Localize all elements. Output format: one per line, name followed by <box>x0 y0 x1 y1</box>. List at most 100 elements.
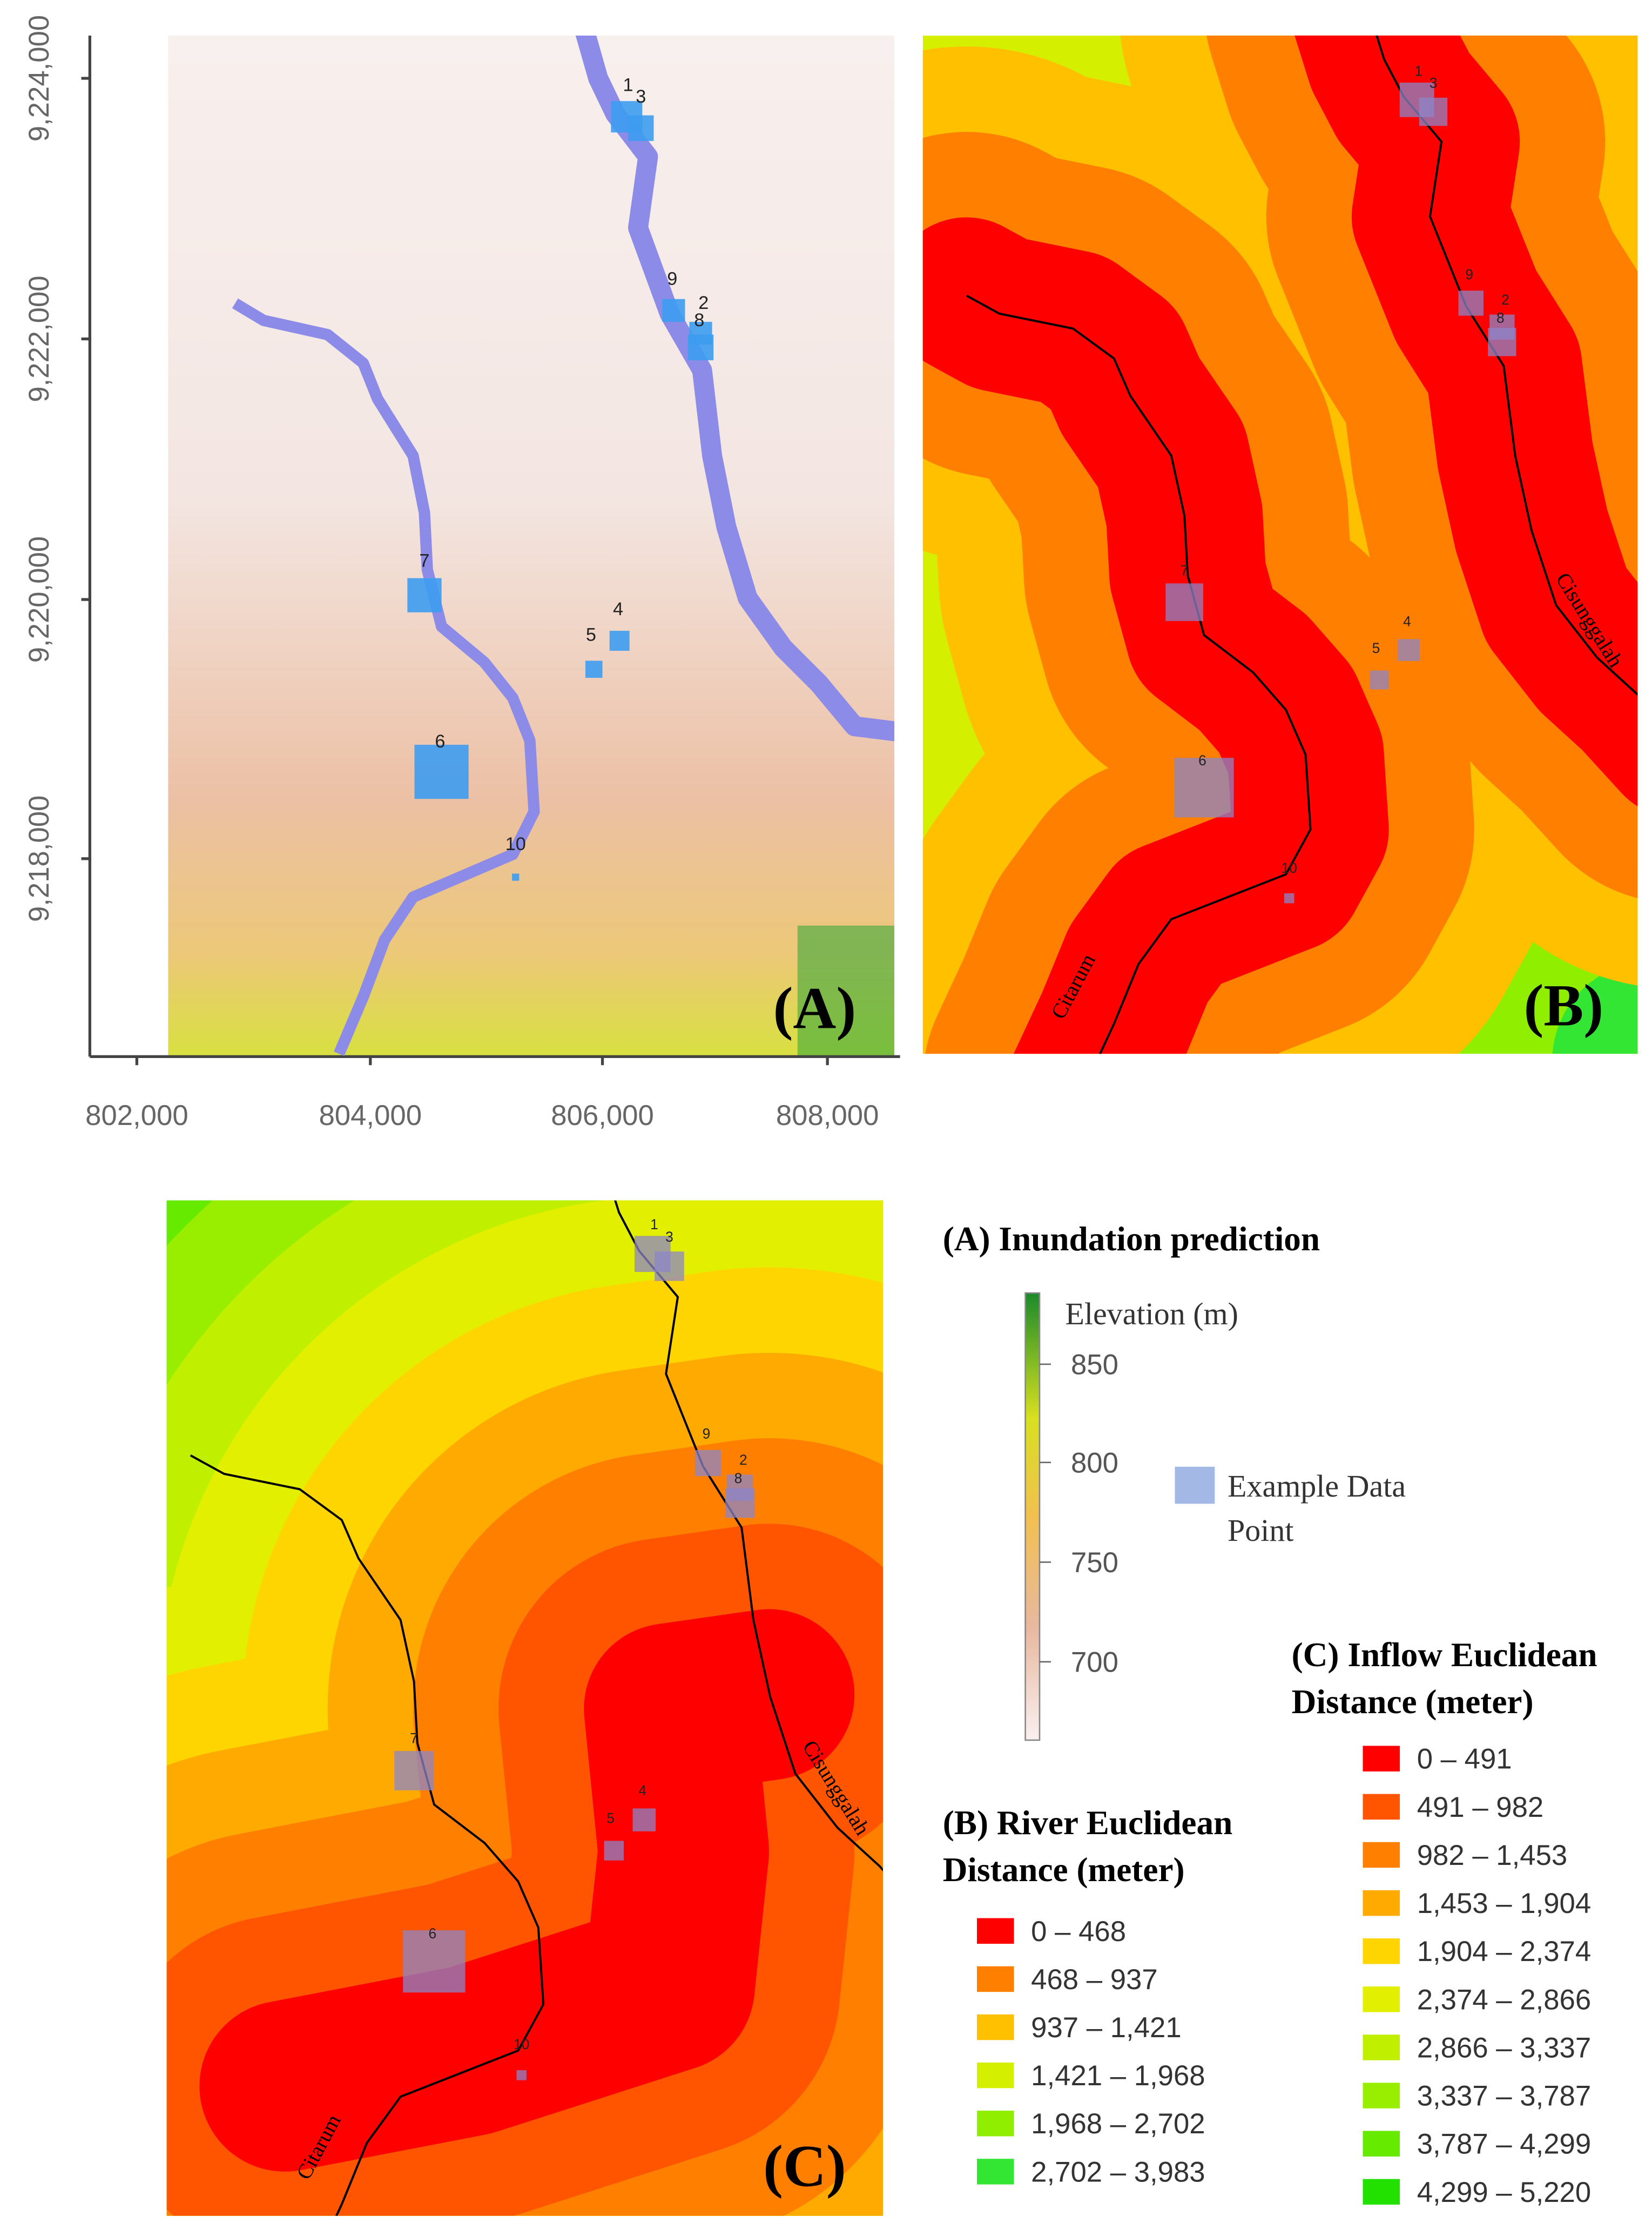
data-point <box>394 1751 434 1790</box>
point-label: 1 <box>1414 63 1422 79</box>
legend-swatch <box>1363 2179 1400 2205</box>
panel-label: (A) <box>773 975 857 1041</box>
distance-ring <box>199 1609 855 2172</box>
legend-swatch <box>976 1966 1014 1992</box>
point-label: 10 <box>505 834 526 854</box>
data-point <box>512 873 520 881</box>
point-label: 7 <box>1181 562 1189 578</box>
point-label: 2 <box>698 293 709 313</box>
point-label: 9 <box>1465 266 1473 282</box>
point-label: 5 <box>586 624 596 645</box>
point-label: 4 <box>638 1782 646 1798</box>
legend-swatch <box>976 2062 1014 2088</box>
y-tick-label: 9,220,000 <box>23 536 55 663</box>
legend-title: (A) Inundation prediction <box>943 1220 1320 1258</box>
y-tick-label: 9,222,000 <box>23 275 55 402</box>
data-point <box>585 661 603 678</box>
legend-title: (B) River Euclidean <box>943 1804 1233 1842</box>
colorbar-tick-label: 850 <box>1071 1349 1118 1380</box>
point-label: 6 <box>428 1925 436 1942</box>
high-ground <box>797 925 895 1057</box>
y-tick-label: 9,218,000 <box>23 796 55 922</box>
legend-label: 937 – 1,421 <box>1031 2012 1182 2044</box>
legend-label: 2,866 – 3,337 <box>1417 2032 1591 2064</box>
legend-label: 2,702 – 3,983 <box>1031 2156 1205 2188</box>
river-line <box>966 294 1312 1054</box>
legend-title: Distance (meter) <box>943 1851 1185 1889</box>
data-point <box>1419 97 1448 126</box>
legend-swatch <box>1363 2083 1400 2108</box>
point-label: 4 <box>613 599 623 619</box>
data-point <box>725 1488 755 1518</box>
legend-label: 0 – 468 <box>1031 1916 1126 1948</box>
legend-label: 491 – 982 <box>1417 1791 1544 1823</box>
x-tick-label: 804,000 <box>319 1100 422 1131</box>
legend-label: 1,904 – 2,374 <box>1417 1936 1591 1968</box>
point-label: 7 <box>419 550 429 571</box>
legend-label: Example Data <box>1228 1468 1406 1504</box>
legend-swatch <box>1363 1794 1400 1820</box>
legend-label: 1,453 – 1,904 <box>1417 1888 1591 1919</box>
data-point <box>687 334 714 361</box>
legend-label: Point <box>1228 1513 1294 1548</box>
panel-label: (C) <box>763 2132 846 2199</box>
legend-swatch <box>1363 1986 1400 2012</box>
legend-swatch <box>976 2014 1014 2040</box>
elevation-raster <box>168 35 895 1057</box>
legend-swatch <box>1363 2034 1400 2060</box>
legend-title: Distance (meter) <box>1292 1683 1534 1721</box>
buffer-farthest <box>1552 962 1638 1054</box>
legend-label: 1,421 – 1,968 <box>1031 2060 1205 2092</box>
legend-label: 982 – 1,453 <box>1417 1840 1568 1871</box>
point-label: 2 <box>1501 292 1509 308</box>
data-point <box>1458 291 1484 316</box>
point-label: 9 <box>703 1425 711 1441</box>
legend-label: 468 – 937 <box>1031 1964 1158 1996</box>
point-label: 5 <box>1372 640 1380 656</box>
point-label: 7 <box>410 1730 418 1746</box>
legend-swatch <box>976 2111 1014 2137</box>
data-point <box>662 299 685 322</box>
point-label: 1 <box>650 1216 658 1232</box>
colorbar <box>1024 1292 1041 1741</box>
point-label: 4 <box>1403 613 1411 629</box>
point-label: 9 <box>667 268 677 289</box>
data-point <box>1398 639 1420 661</box>
data-point <box>694 1450 722 1477</box>
data-point <box>1488 328 1516 356</box>
point-label: 6 <box>1198 752 1206 769</box>
data-point <box>414 744 469 799</box>
point-label: 8 <box>734 1470 743 1486</box>
legend-swatch <box>1363 2131 1400 2157</box>
data-point <box>407 578 442 612</box>
data-point <box>628 115 654 142</box>
data-point <box>1284 893 1294 904</box>
river-line <box>190 1454 545 2216</box>
example-point-swatch <box>1175 1466 1215 1504</box>
point-label: 10 <box>514 2036 529 2052</box>
data-point <box>609 631 630 651</box>
legend-swatch <box>1363 1746 1400 1771</box>
point-label: 3 <box>665 1229 673 1245</box>
legend-label: 2,374 – 2,866 <box>1417 1984 1591 2016</box>
point-label: 5 <box>606 1810 615 1826</box>
point-label: 3 <box>636 86 646 107</box>
x-tick-label: 802,000 <box>85 1100 188 1131</box>
legend-label: 0 – 491 <box>1417 1743 1512 1775</box>
colorbar-title: Elevation (m) <box>1065 1296 1238 1331</box>
point-label: 8 <box>1496 309 1505 326</box>
point-label: 2 <box>739 1452 747 1468</box>
point-label: 10 <box>1282 860 1297 876</box>
x-tick-label: 806,000 <box>551 1100 654 1131</box>
legend-swatch <box>1363 1890 1400 1916</box>
colorbar-tick-label: 750 <box>1071 1547 1118 1579</box>
panel-a: 123456789109,224,0009,222,0009,220,0009,… <box>23 15 900 1131</box>
legend-label: 3,787 – 4,299 <box>1417 2128 1591 2160</box>
map-b <box>922 35 1638 1054</box>
point-label: 1 <box>623 75 633 96</box>
legend-label: 3,337 – 3,787 <box>1417 2080 1591 2112</box>
